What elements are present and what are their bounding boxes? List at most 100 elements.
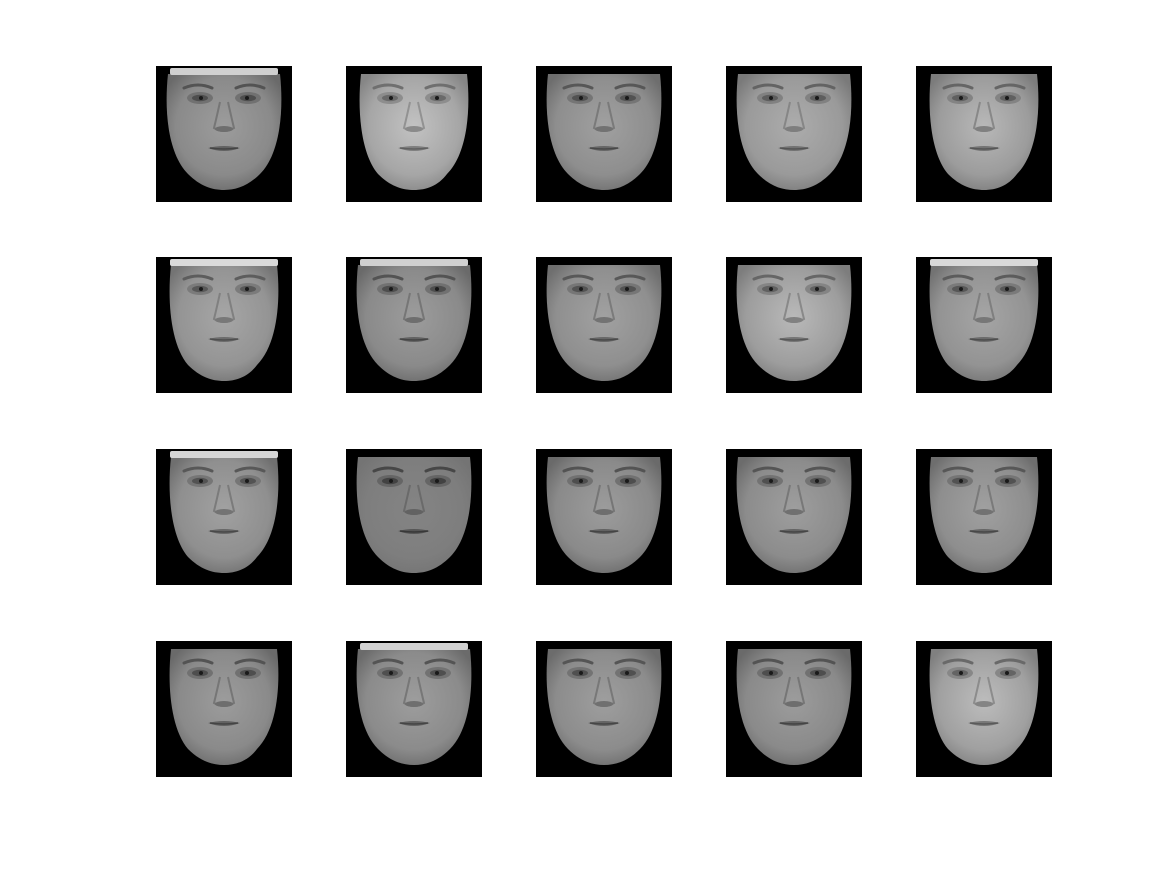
right-pupil	[1005, 479, 1009, 483]
right-pupil	[435, 479, 439, 483]
face-image	[736, 649, 852, 765]
right-pupil	[625, 671, 629, 675]
lip-line	[589, 722, 619, 725]
left-pupil	[199, 287, 203, 291]
face-image	[169, 649, 279, 765]
lip-line	[399, 530, 429, 533]
face-tile	[916, 641, 1052, 777]
left-brow	[182, 83, 214, 90]
face-image	[929, 259, 1039, 381]
left-brow	[562, 274, 594, 281]
right-brow	[804, 658, 836, 665]
nose-base	[785, 317, 803, 323]
left-brow	[752, 658, 784, 665]
nose-base	[405, 509, 423, 515]
face-image	[356, 643, 472, 765]
face-image	[546, 74, 662, 190]
nose-base	[405, 317, 423, 323]
right-brow	[614, 83, 646, 90]
right-pupil	[1005, 287, 1009, 291]
face-tile	[726, 641, 862, 777]
left-brow	[372, 83, 404, 90]
right-brow	[614, 658, 646, 665]
face-tile	[916, 66, 1052, 202]
face-image	[736, 265, 852, 381]
hairline-band	[360, 643, 468, 650]
left-brow	[372, 658, 404, 665]
right-brow	[424, 83, 456, 90]
face-tile	[156, 257, 292, 393]
right-brow	[804, 274, 836, 281]
right-brow	[614, 274, 646, 281]
left-brow	[752, 466, 784, 473]
lip-line	[779, 722, 809, 725]
left-pupil	[389, 96, 393, 100]
left-pupil	[769, 96, 773, 100]
right-brow	[234, 274, 266, 281]
face-tile	[726, 257, 862, 393]
face-tile	[726, 449, 862, 585]
face-tile	[156, 449, 292, 585]
right-brow	[424, 274, 456, 281]
right-brow	[994, 274, 1026, 281]
left-pupil	[389, 287, 393, 291]
right-pupil	[815, 479, 819, 483]
face-tile	[726, 66, 862, 202]
face-tile	[536, 641, 672, 777]
left-pupil	[579, 479, 583, 483]
nose-base	[595, 317, 613, 323]
right-pupil	[625, 96, 629, 100]
left-brow	[182, 274, 214, 281]
right-brow	[424, 658, 456, 665]
hairline-band	[360, 259, 468, 266]
nose-base	[215, 317, 233, 323]
left-brow	[182, 658, 214, 665]
left-brow	[182, 466, 214, 473]
face-image	[546, 649, 662, 765]
lip-line	[209, 530, 239, 533]
face-tile	[156, 641, 292, 777]
face-image	[929, 74, 1039, 190]
left-pupil	[579, 671, 583, 675]
right-brow	[994, 83, 1026, 90]
lip-line	[779, 530, 809, 533]
lip-line	[969, 530, 999, 533]
right-brow	[424, 466, 456, 473]
face-tile	[346, 257, 482, 393]
left-pupil	[959, 287, 963, 291]
left-pupil	[579, 96, 583, 100]
lip-line	[589, 530, 619, 533]
left-pupil	[199, 479, 203, 483]
face-image	[736, 74, 852, 190]
right-pupil	[815, 287, 819, 291]
left-brow	[942, 658, 974, 665]
left-brow	[942, 274, 974, 281]
face-image	[929, 649, 1039, 765]
face-tile	[536, 257, 672, 393]
face-image	[169, 259, 279, 381]
lip-line	[779, 147, 809, 150]
face-tile	[156, 66, 292, 202]
left-pupil	[389, 479, 393, 483]
lip-line	[969, 722, 999, 725]
nose-base	[595, 701, 613, 707]
hairline-band	[930, 259, 1038, 266]
nose-base	[405, 126, 423, 132]
face-tile	[916, 449, 1052, 585]
left-brow	[752, 274, 784, 281]
nose-base	[595, 126, 613, 132]
lip-line	[779, 338, 809, 341]
right-pupil	[815, 96, 819, 100]
face-image	[356, 259, 472, 381]
face-image	[546, 265, 662, 381]
left-pupil	[769, 287, 773, 291]
left-brow	[562, 658, 594, 665]
nose-base	[215, 509, 233, 515]
hairline-band	[170, 451, 278, 458]
right-pupil	[435, 96, 439, 100]
face-tile	[346, 641, 482, 777]
right-pupil	[435, 671, 439, 675]
lip-line	[399, 147, 429, 150]
right-pupil	[245, 287, 249, 291]
